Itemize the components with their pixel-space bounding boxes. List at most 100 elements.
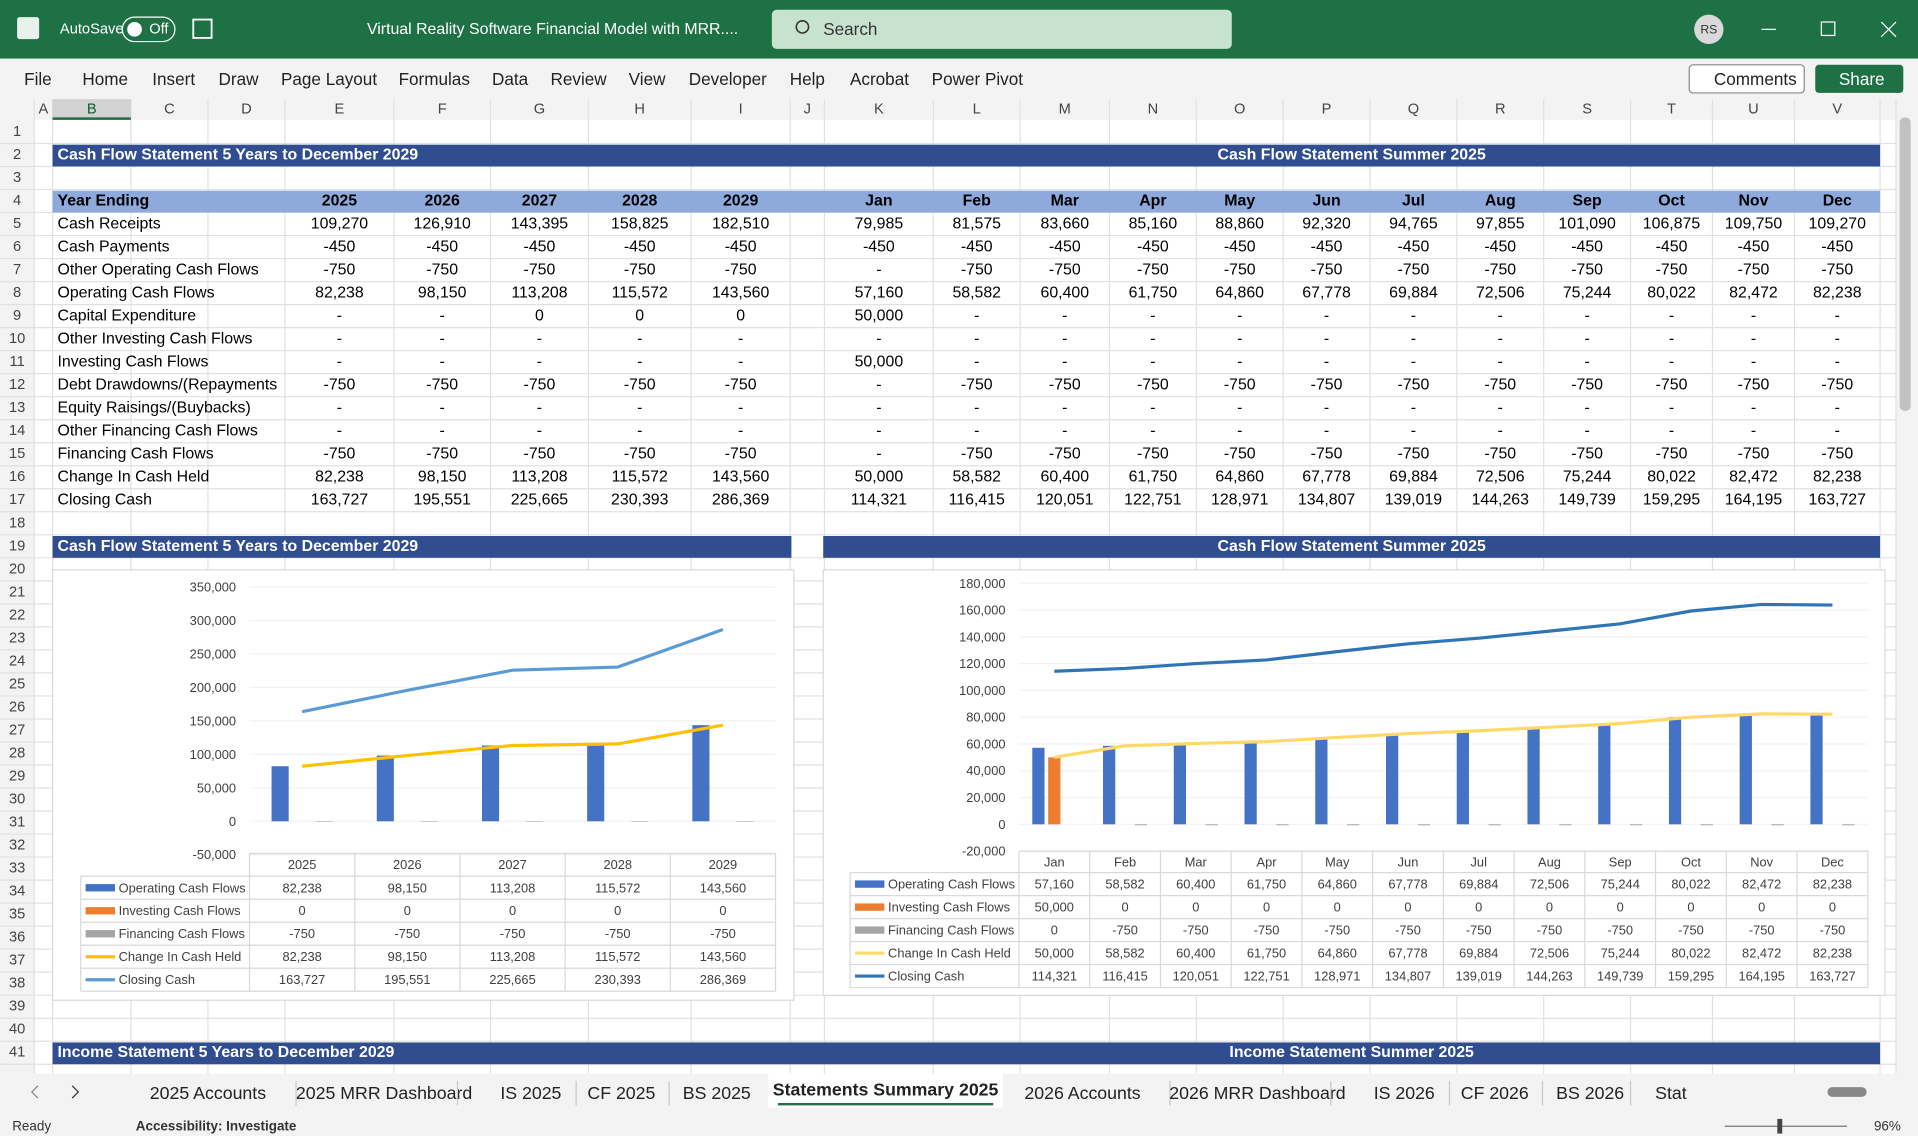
column-header[interactable]: U xyxy=(1748,101,1759,117)
column-header[interactable]: C xyxy=(164,101,175,117)
horizontal-scroll-thumb[interactable] xyxy=(1827,1087,1867,1097)
row-header[interactable]: 19 xyxy=(9,538,25,554)
column-header[interactable]: P xyxy=(1322,101,1332,117)
row-header[interactable]: 10 xyxy=(9,331,25,347)
sheet-tab[interactable]: CF 2025 xyxy=(587,1083,655,1103)
sheet-tab[interactable]: BS 2025 xyxy=(683,1083,751,1103)
row-header[interactable]: 30 xyxy=(9,792,25,808)
row-header[interactable]: 38 xyxy=(9,976,25,992)
comments-label[interactable]: Comments xyxy=(1714,70,1797,89)
row-header[interactable]: 14 xyxy=(9,423,25,439)
row-header[interactable]: 6 xyxy=(13,239,21,255)
ribbon-tab[interactable]: Data xyxy=(492,70,529,89)
row-header[interactable]: 18 xyxy=(9,515,25,531)
row-header[interactable]: 9 xyxy=(13,308,21,324)
row-header[interactable]: 35 xyxy=(9,907,25,923)
zoom-knob[interactable] xyxy=(1777,1118,1783,1134)
column-header[interactable]: T xyxy=(1667,101,1676,117)
row-header[interactable]: 41 xyxy=(9,1045,25,1061)
sheet-tab[interactable]: Statements Summary 2025 xyxy=(773,1080,999,1100)
row-header[interactable]: 28 xyxy=(9,745,25,761)
close[interactable] xyxy=(1880,21,1897,38)
row-header[interactable]: 2 xyxy=(13,147,21,163)
row-header[interactable]: 4 xyxy=(13,193,21,209)
row-header[interactable]: 21 xyxy=(9,584,25,600)
row-header[interactable]: 32 xyxy=(9,838,25,854)
column-header[interactable]: G xyxy=(534,101,545,117)
sheet-tab[interactable]: 2025 MRR Dashboard xyxy=(296,1083,472,1103)
column-header[interactable]: A xyxy=(39,101,49,117)
row-header[interactable]: 39 xyxy=(9,999,25,1015)
autosave-toggle[interactable] xyxy=(121,16,176,43)
column-header[interactable]: S xyxy=(1582,101,1592,117)
row-header[interactable]: 15 xyxy=(9,446,25,462)
row-header[interactable]: 5 xyxy=(13,216,21,232)
sheet-tab[interactable]: 2025 Accounts xyxy=(150,1083,266,1103)
column-header[interactable]: E xyxy=(335,101,345,117)
ribbon-tab[interactable]: File xyxy=(24,70,52,89)
column-header[interactable]: J xyxy=(804,101,811,117)
column-header[interactable]: B xyxy=(87,101,97,117)
row-header[interactable]: 7 xyxy=(13,262,21,278)
ribbon-tab[interactable]: Page Layout xyxy=(281,70,377,89)
status-accessibility[interactable]: Accessibility: Investigate xyxy=(136,1119,297,1134)
row-header[interactable]: 20 xyxy=(9,561,25,577)
sheet-tab[interactable]: IS 2026 xyxy=(1374,1083,1435,1103)
row-header[interactable]: 13 xyxy=(9,400,25,416)
column-header[interactable]: K xyxy=(874,101,884,117)
row-header[interactable]: 27 xyxy=(9,722,25,738)
row-header[interactable]: 16 xyxy=(9,469,25,485)
column-header[interactable]: Q xyxy=(1408,101,1419,117)
search-box[interactable] xyxy=(771,9,1232,49)
ribbon-tab[interactable]: Home xyxy=(82,70,128,89)
ribbon-tab[interactable]: Acrobat xyxy=(850,70,909,89)
row-header[interactable]: 12 xyxy=(9,377,25,393)
row-header[interactable]: 3 xyxy=(13,170,21,186)
ribbon-tab[interactable]: Draw xyxy=(219,70,260,89)
ribbon-tab[interactable]: Power Pivot xyxy=(932,70,1024,89)
save-icon[interactable] xyxy=(192,18,213,39)
tab-nav-next[interactable] xyxy=(71,1085,80,1099)
row-header[interactable]: 25 xyxy=(9,676,25,692)
sheet-tab[interactable]: IS 2025 xyxy=(500,1083,561,1103)
row-header[interactable]: 29 xyxy=(9,768,25,784)
row-header[interactable]: 36 xyxy=(9,930,25,946)
ribbon-tab[interactable]: Review xyxy=(551,70,608,89)
column-header[interactable]: O xyxy=(1234,101,1245,117)
row-header[interactable]: 8 xyxy=(13,285,21,301)
row-header[interactable]: 40 xyxy=(9,1022,25,1038)
sheet-tab[interactable]: BS 2026 xyxy=(1556,1083,1624,1103)
column-header[interactable]: V xyxy=(1832,101,1842,117)
column-header[interactable]: R xyxy=(1495,101,1506,117)
column-header[interactable]: F xyxy=(438,101,447,117)
sheet-tab[interactable]: CF 2026 xyxy=(1461,1083,1529,1103)
column-header[interactable]: L xyxy=(973,101,981,117)
ribbon-tab[interactable]: Insert xyxy=(152,70,195,89)
row-header[interactable]: 24 xyxy=(9,653,25,669)
comments-button[interactable] xyxy=(1688,64,1805,94)
column-header[interactable]: I xyxy=(739,101,743,117)
row-header[interactable]: 33 xyxy=(9,861,25,877)
row-header[interactable]: 1 xyxy=(13,124,21,140)
ribbon-tab[interactable]: Help xyxy=(790,70,825,89)
row-header[interactable]: 31 xyxy=(9,815,25,831)
sheet-tab[interactable]: 2026 MRR Dashboard xyxy=(1169,1083,1345,1103)
column-header[interactable]: D xyxy=(241,101,252,117)
column-header[interactable]: N xyxy=(1148,101,1159,117)
row-header[interactable]: 17 xyxy=(9,492,25,508)
row-header[interactable]: 26 xyxy=(9,699,25,715)
sheet-tab[interactable]: Stat xyxy=(1655,1083,1687,1103)
row-header[interactable]: 22 xyxy=(9,607,25,623)
ribbon-tab[interactable]: Developer xyxy=(689,70,767,89)
share-button[interactable] xyxy=(1815,64,1904,93)
row-header[interactable]: 23 xyxy=(9,630,25,646)
tab-nav-prev[interactable] xyxy=(30,1085,39,1099)
row-header[interactable]: 37 xyxy=(9,953,25,969)
user-avatar[interactable] xyxy=(1694,14,1724,45)
column-header[interactable]: H xyxy=(634,101,645,117)
status-zoom[interactable]: 96% xyxy=(1874,1119,1901,1134)
row-header[interactable]: 34 xyxy=(9,884,25,900)
ribbon-tab[interactable]: View xyxy=(629,70,666,89)
column-header[interactable]: M xyxy=(1059,101,1071,117)
share-label[interactable]: Share xyxy=(1839,70,1885,89)
